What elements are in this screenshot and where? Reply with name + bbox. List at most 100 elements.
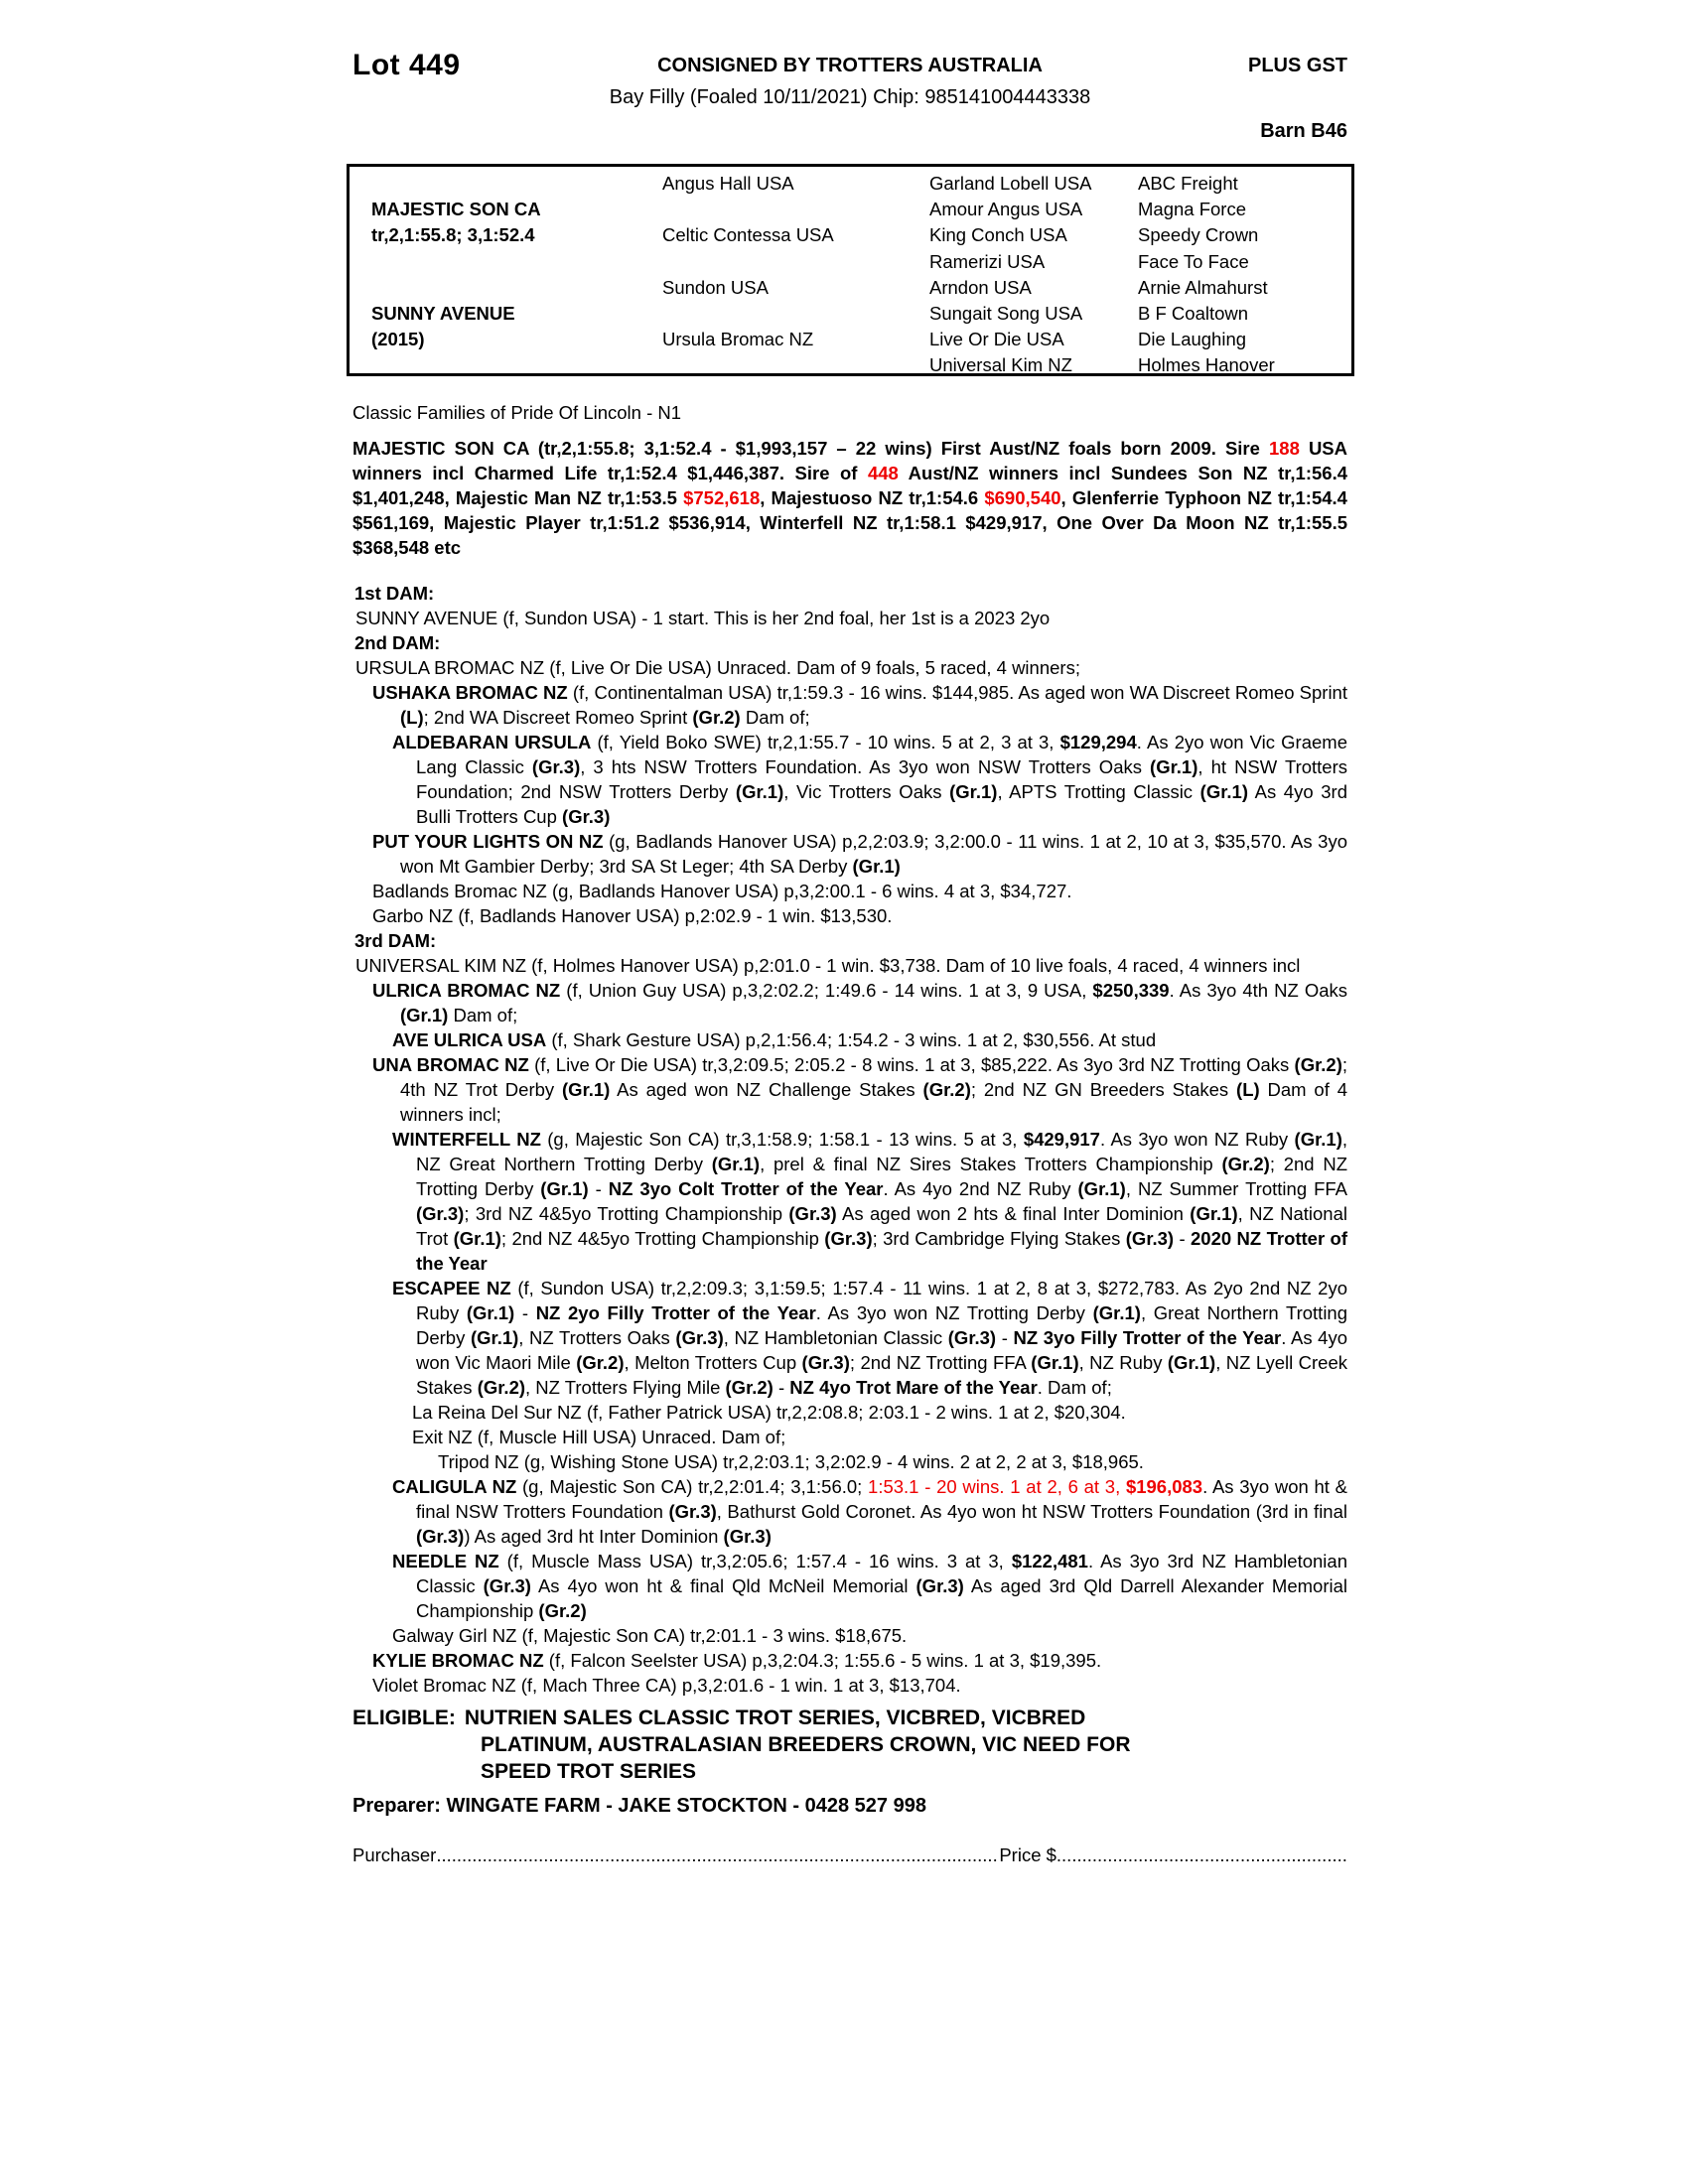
pedigree-entry: UNA BROMAC NZ (f, Live Or Die USA) tr,3,… bbox=[352, 1052, 1347, 1127]
text-segment: Badlands Bromac NZ (g, Badlands Hanover … bbox=[372, 881, 1072, 901]
text-segment: CALIGULA NZ bbox=[392, 1476, 517, 1497]
text-segment: , NZ Great Northern Trotting Derby bbox=[416, 1129, 1347, 1174]
ancestor-name: B F Coaltown bbox=[1138, 302, 1249, 324]
text-segment: , NZ Trotters Flying Mile bbox=[525, 1377, 726, 1398]
text-segment: (Gr.3) bbox=[801, 1352, 850, 1373]
text-segment: UNIVERSAL KIM NZ (f, Holmes Hanover USA)… bbox=[355, 955, 1301, 976]
text-segment: (Gr.1) bbox=[1092, 1302, 1141, 1323]
text-segment: As aged 3rd Qld Darrell Alexander Memori… bbox=[416, 1575, 1348, 1621]
text-segment: NZ 3yo Colt Trotter of the Year bbox=[608, 1178, 884, 1199]
text-segment: AVE ULRICA USA bbox=[392, 1029, 547, 1050]
ancestor-name: ABC Freight bbox=[1138, 173, 1238, 194]
ancestor-name: Arndon USA bbox=[929, 276, 1032, 298]
text-segment: Violet Bromac NZ (f, Mach Three CA) p,3,… bbox=[372, 1675, 961, 1696]
pedigree-entry: ULRICA BROMAC NZ (f, Union Guy USA) p,3,… bbox=[352, 978, 1347, 1027]
text-segment: (f, Falcon Seelster USA) p,3,2:04.3; 1:5… bbox=[543, 1650, 1102, 1671]
text-segment: NEEDLE NZ bbox=[392, 1551, 499, 1571]
text-segment: (f, Continentalman USA) tr,1:59.3 - 16 w… bbox=[567, 682, 1347, 703]
text-segment: (Gr.3) bbox=[915, 1575, 964, 1596]
text-segment: PUT YOUR LIGHTS ON NZ bbox=[372, 831, 604, 852]
text-segment: Galway Girl NZ (f, Majestic Son CA) tr,2… bbox=[392, 1625, 908, 1646]
text-segment: , prel & final NZ Sires Stakes Trotters … bbox=[760, 1154, 1222, 1174]
text-segment: ; 4th NZ Trot Derby bbox=[400, 1054, 1347, 1100]
dam-section-heading: 1st DAM: bbox=[352, 581, 1347, 606]
text-segment: , NZ Lyell Creek Stakes bbox=[416, 1352, 1348, 1398]
ancestor-name: Magna Force bbox=[1138, 199, 1246, 220]
text-segment: , NZ Ruby bbox=[1078, 1352, 1168, 1373]
text-segment: (Gr.1) bbox=[1167, 1352, 1216, 1373]
ancestor-name: King Conch USA bbox=[929, 224, 1067, 246]
text-segment: (Gr.2) bbox=[1221, 1154, 1270, 1174]
family-note: Classic Families of Pride Of Lincoln - N… bbox=[352, 402, 682, 423]
text-segment: (Gr.2) bbox=[692, 707, 741, 728]
gst-note: PLUS GST bbox=[1247, 55, 1347, 76]
pedigree-entry: CALIGULA NZ (g, Majestic Son CA) tr,2,2:… bbox=[352, 1474, 1347, 1549]
text-segment: . As 4yo 2nd NZ Ruby bbox=[883, 1178, 1078, 1199]
text-segment: 2020 NZ Trotter of the Year bbox=[416, 1228, 1348, 1274]
page-body: Classic Families of Pride Of Lincoln - N… bbox=[352, 400, 1347, 1867]
text-segment: (f, Union Guy USA) p,3,2:02.2; 1:49.6 - … bbox=[560, 980, 1093, 1001]
pedigree-entry: USHAKA BROMAC NZ (f, Continentalman USA)… bbox=[352, 680, 1347, 730]
text-segment: (Gr.2) bbox=[477, 1377, 526, 1398]
text-segment: As 4yo won ht & final Qld McNeil Memoria… bbox=[530, 1575, 916, 1596]
text-segment: (Gr.1) bbox=[711, 1154, 761, 1174]
text-segment: $250,339 bbox=[1092, 980, 1170, 1001]
text-segment: , Melton Trotters Cup bbox=[624, 1352, 802, 1373]
text-segment: ULRICA BROMAC NZ bbox=[372, 980, 561, 1001]
text-segment: - bbox=[996, 1327, 1014, 1348]
text-segment: NZ 3yo Filly Trotter of the Year bbox=[1013, 1327, 1282, 1348]
text-segment: , NZ Trotters Oaks bbox=[518, 1327, 676, 1348]
text-segment: ; 2nd NZ Trotting Derby bbox=[416, 1154, 1347, 1199]
ancestor-name: Holmes Hanover bbox=[1138, 354, 1275, 376]
text-segment: (Gr.2) bbox=[538, 1600, 587, 1621]
text-segment: $752,618 bbox=[683, 487, 761, 508]
text-segment: ; 2nd NZ 4&5yo Trotting Championship bbox=[500, 1228, 825, 1249]
pedigree-col-parents: MAJESTIC SON CA tr,2,1:55.8; 3,1:52.4 SUN… bbox=[371, 171, 659, 373]
text-segment: (Gr.3) bbox=[416, 1203, 465, 1224]
text-segment: - bbox=[588, 1178, 609, 1199]
text-segment: (Gr.2) bbox=[725, 1377, 774, 1398]
ancestor-name: Arnie Almahurst bbox=[1138, 276, 1268, 298]
text-segment: , 3 hts NSW Trotters Foundation. As 3yo … bbox=[580, 756, 1151, 777]
parent-name: SUNNY AVENUE bbox=[371, 302, 515, 324]
text-segment: (Gr.1) bbox=[1077, 1178, 1126, 1199]
text-segment: , ht NSW Trotters Foundation; 2nd NSW Tr… bbox=[416, 756, 1347, 802]
text-segment: . As 2yo won Vic Graeme Lang Classic bbox=[416, 732, 1347, 777]
text-segment: , Majestuoso NZ tr,1:54.6 bbox=[760, 487, 985, 508]
pedigree-entry: SUNNY AVENUE (f, Sundon USA) - 1 start. … bbox=[352, 606, 1347, 630]
text-segment: As aged won NZ Challenge Stakes bbox=[610, 1079, 923, 1100]
text-segment: WINTERFELL NZ bbox=[392, 1129, 541, 1150]
text-segment: 1:53.1 - 20 wins. 1 at 2, 6 at 3, bbox=[868, 1476, 1126, 1497]
ancestor-name: Ramerizi USA bbox=[929, 250, 1046, 272]
text-segment: . As 4yo won Vic Maori Mile bbox=[416, 1327, 1348, 1373]
pedigree-col-gen2: Angus Hall USA Celtic Contessa USA Sundo… bbox=[662, 171, 925, 373]
text-segment: , Vic Trotters Oaks bbox=[783, 781, 950, 802]
text-segment: , NZ Hambletonian Classic bbox=[723, 1327, 948, 1348]
text-segment: (Gr.3) bbox=[416, 1526, 465, 1547]
text-segment: 3rd DAM: bbox=[354, 930, 437, 951]
purchaser-price-line: Purchaser...............................… bbox=[352, 1843, 1347, 1867]
text-segment: . As 3yo 4th NZ Oaks bbox=[1169, 980, 1347, 1001]
ancestor-name: Die Laughing bbox=[1138, 329, 1247, 350]
text-segment: (f, Shark Gesture USA) p,2,1:56.4; 1:54.… bbox=[546, 1029, 1157, 1050]
parent-name: (2015) bbox=[371, 329, 425, 350]
empty-slot bbox=[662, 197, 925, 222]
text-segment: . As 3yo won ht & final NSW Trotters Fou… bbox=[416, 1476, 1347, 1522]
text-segment: (Gr.3) bbox=[947, 1327, 997, 1348]
ancestor-name: Amour Angus USA bbox=[929, 199, 1083, 220]
sire-summary-paragraph: MAJESTIC SON CA (tr,2,1:55.8; 3,1:52.4 -… bbox=[352, 436, 1347, 560]
text-segment: Tripod NZ (g, Wishing Stone USA) tr,2,2:… bbox=[438, 1451, 1144, 1472]
text-segment: 1st DAM: bbox=[354, 583, 435, 604]
text-segment: , Great Northern Trotting Derby bbox=[416, 1302, 1348, 1348]
text-segment: (Gr.1) bbox=[453, 1228, 501, 1249]
text-segment: (Gr.2) bbox=[576, 1352, 625, 1373]
ancestor-name: Face To Face bbox=[1138, 250, 1249, 272]
text-segment: (g, Badlands Hanover USA) p,2,2:03.9; 3,… bbox=[400, 831, 1347, 877]
text-segment: $429,917 bbox=[1023, 1129, 1100, 1150]
text-segment: ; 3rd NZ 4&5yo Trotting Championship bbox=[464, 1203, 789, 1224]
text-segment: (Gr.3) bbox=[675, 1327, 724, 1348]
text-segment: (Gr.1) bbox=[1190, 1203, 1238, 1224]
text-segment: , APTS Trotting Classic bbox=[997, 781, 1200, 802]
pedigree-entry: URSULA BROMAC NZ (f, Live Or Die USA) Un… bbox=[352, 655, 1347, 680]
text-segment: , Glenferrie Typhoon NZ tr,1:54.4 $561,1… bbox=[352, 487, 1347, 558]
